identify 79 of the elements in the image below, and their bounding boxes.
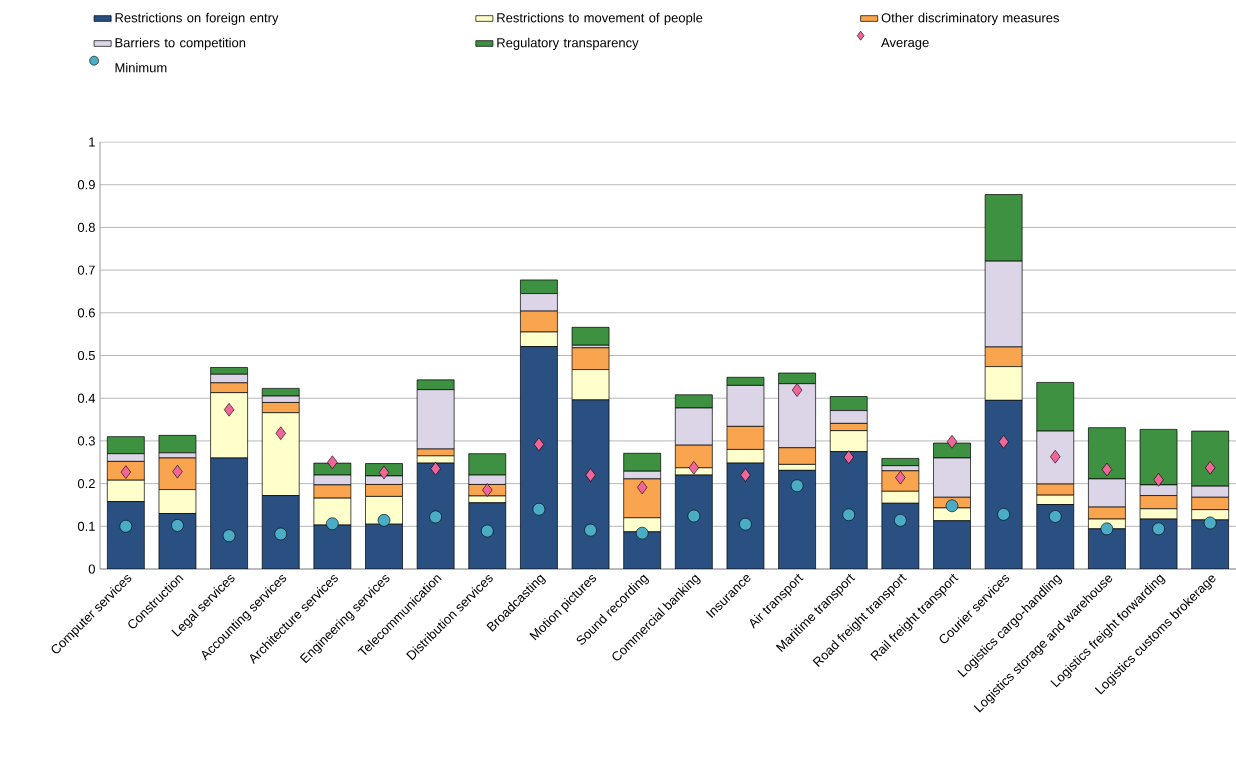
bar [674,474,713,570]
point [687,509,701,523]
point [998,434,1009,449]
point [740,468,751,482]
bar [984,399,1023,570]
legend-label: Regulatory transparency [497,37,639,50]
y-tick-label: 0.7 [77,265,95,275]
point [739,517,752,531]
bar [881,502,920,570]
point [171,519,184,532]
point [637,480,648,495]
point [635,526,649,540]
y-tick-label: 0.9 [77,180,95,190]
bar [1139,518,1178,570]
y-tick-label: 0.1 [77,521,95,531]
point [275,426,286,441]
y-tick-label: 0.2 [77,479,95,489]
bar [261,495,300,570]
point [894,514,907,527]
point [585,468,596,482]
y-tick-label: 0.4 [77,393,96,403]
point [119,520,133,533]
point [584,523,597,537]
bar [933,520,971,570]
legend-label: Barriers to competition [115,37,246,50]
bar [365,523,403,570]
y-tick-label: 0.5 [77,350,95,361]
bar [520,346,558,570]
point [429,510,442,524]
y-tick-label: 0.6 [77,308,95,318]
legend-label: Average [881,38,929,50]
point [1203,516,1217,530]
point [946,434,958,449]
point [326,517,339,531]
point [327,455,338,470]
point [532,502,546,516]
point [1152,522,1165,536]
point [480,524,494,538]
y-tick-label: 1 [89,137,95,147]
bar [881,458,920,467]
point [790,479,804,493]
point [378,465,390,480]
legend-label: Restrictions to movement of people [497,12,703,25]
bar [571,326,610,346]
bar [158,513,197,570]
bar [571,399,610,570]
bar [468,502,507,570]
point [1100,522,1114,536]
point [688,461,699,475]
point [222,529,236,542]
point [791,383,803,397]
point [1101,462,1113,477]
y-tick-label: 0.8 [77,222,95,233]
point [843,450,854,464]
point [1205,461,1216,475]
point [430,461,441,476]
point [482,483,493,497]
point [842,508,856,522]
bar [726,462,765,570]
legend-label: Minimum [115,62,167,73]
bar [158,435,197,454]
point [997,508,1010,521]
point [1048,510,1062,523]
point [274,527,288,541]
point [1153,472,1164,487]
bar [106,501,145,570]
bar [1036,504,1075,570]
bar [778,470,816,570]
bar [829,451,868,570]
point [377,514,391,527]
point [223,402,235,417]
y-tick-label: 0.3 [77,436,95,446]
bar [210,457,248,570]
y-tick-label: 0 [88,564,95,574]
point [533,437,545,452]
legend-label: Other discriminatory measures [881,12,1060,25]
legend-label: Restrictions on foreign entry [115,12,279,25]
point [945,499,959,513]
bar [416,462,455,570]
